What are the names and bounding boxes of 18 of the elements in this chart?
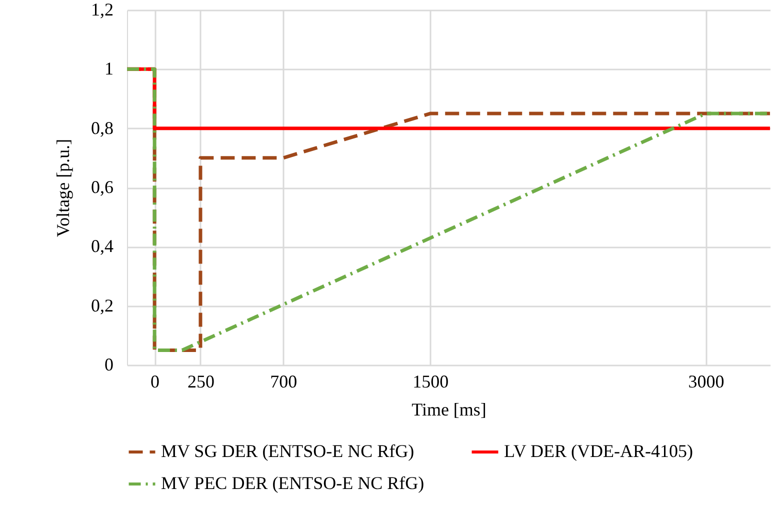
line-series: [125, 67, 771, 352]
y-tick-label: 0: [104, 354, 114, 374]
y-tick-label: 0,4: [91, 236, 114, 256]
x-tick-label: 1500: [412, 372, 449, 392]
y-tick-label: 1: [104, 58, 114, 79]
x-tick-label: 0: [150, 372, 160, 392]
legend-label: LV DER (VDE-AR-4105): [504, 441, 693, 461]
y-tick-label: 1,2: [91, 0, 114, 20]
y-tick-label: 0,2: [91, 295, 114, 316]
y-tick-label: 0,8: [91, 118, 114, 138]
x-tick-label: 700: [270, 372, 298, 392]
x-axis-title: Time [ms]: [412, 400, 486, 420]
x-tick-label: 3000: [688, 372, 724, 392]
y-axis-title: Voltage [p.u.]: [53, 138, 73, 238]
x-tick-label: 250: [187, 372, 214, 392]
y-tick-label: 0,6: [91, 177, 114, 197]
legend-label: MV PEC DER (ENTSO-E NC RfG): [161, 473, 424, 493]
legend-label: MV SG DER (ENTSO-E NC RfG): [161, 441, 414, 461]
